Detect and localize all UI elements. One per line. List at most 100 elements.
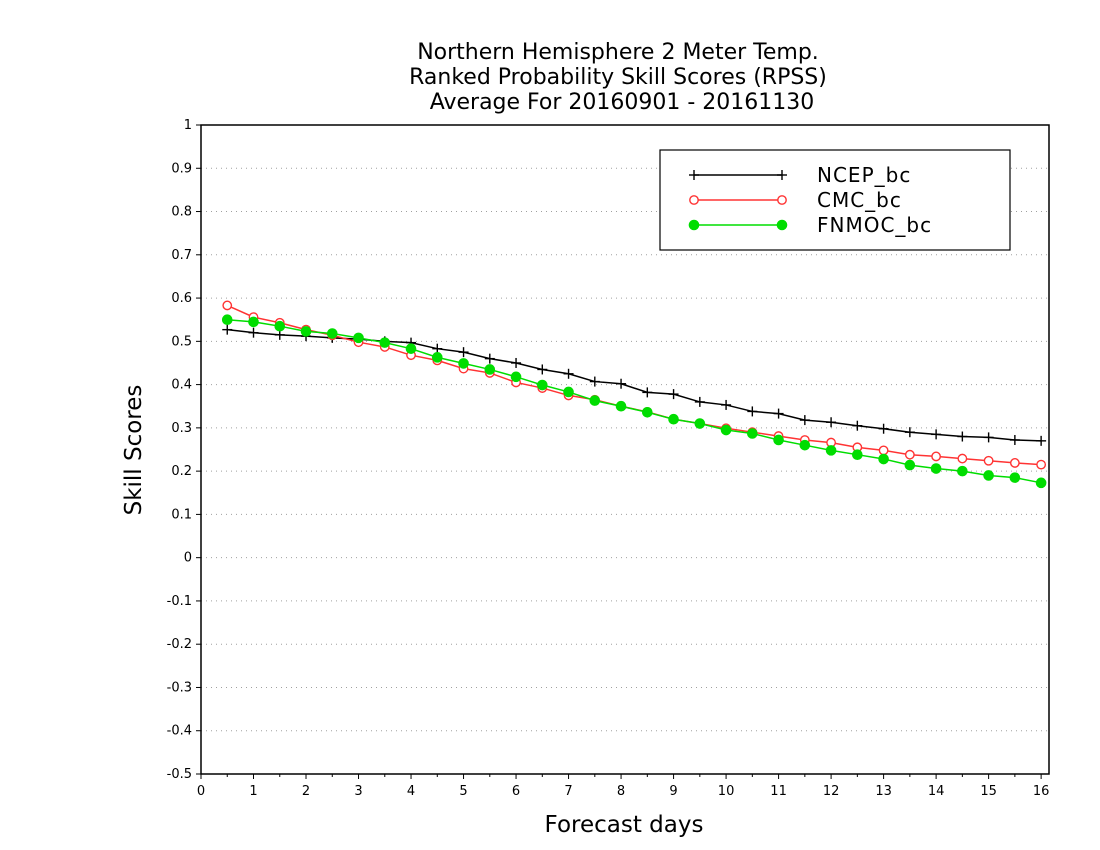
data-point-ncep-bc [484, 353, 495, 364]
legend-marker [776, 219, 788, 231]
data-point-ncep-bc [248, 327, 259, 338]
x-tick-label: 7 [564, 784, 572, 799]
y-tick-label: 0.9 [171, 161, 192, 176]
data-point-fnmoc-bc [799, 439, 811, 451]
data-point-cmc-bc [931, 451, 942, 462]
data-point-cmc-bc [1036, 459, 1047, 470]
legend-marker [777, 170, 787, 180]
data-point-ncep-bc [589, 376, 600, 387]
legend-label-fnmoc-bc: FNMOC_bc [817, 213, 932, 237]
data-point-ncep-bc [694, 396, 705, 407]
legend-box [659, 149, 1011, 251]
data-point-fnmoc-bc [484, 364, 496, 375]
y-tick-label: -0.4 [167, 724, 192, 739]
x-tick-label: 12 [823, 784, 840, 799]
data-point-fnmoc-bc [1009, 472, 1021, 483]
data-point-ncep-bc [747, 406, 758, 417]
legend-entry-fnmoc-bc: FNMOC_bc [688, 213, 932, 237]
y-tick-label: 0.8 [171, 205, 192, 220]
y-axis-ticks: 1 0.9 0.8 0.7 0.6 0.5 0.4 0.3 0.2 0.1 0 -0.1 -0.2 -0.… [167, 118, 201, 782]
y-tick-label: 0.2 [171, 464, 192, 479]
data-point-fnmoc-bc [537, 379, 548, 391]
data-point-fnmoc-bc [668, 413, 679, 425]
data-point-ncep-bc [957, 431, 968, 442]
data-point-fnmoc-bc [431, 352, 443, 363]
data-point-fnmoc-bc [274, 320, 286, 332]
data-point-fnmoc-bc [957, 465, 968, 477]
data-point-cmc-bc [957, 453, 968, 464]
series-ncep-bc [222, 324, 1047, 446]
data-point-cmc-bc [904, 449, 915, 460]
x-tick-label: 15 [980, 784, 997, 799]
x-tick-label: 13 [875, 784, 892, 799]
chart-title: Northern Hemisphere 2 Meter Temp. Ranked… [409, 40, 827, 115]
data-point-cmc-bc [983, 455, 994, 466]
data-point-fnmoc-bc [248, 316, 259, 328]
data-point-fnmoc-bc [458, 358, 469, 369]
data-point-cmc-bc [1009, 458, 1020, 468]
chart-title-line-3: Average For 20160901 - 20161130 [430, 90, 815, 115]
data-point-fnmoc-bc [983, 470, 994, 481]
y-tick-label: -0.1 [167, 594, 192, 609]
y-tick-label: 0.3 [171, 421, 192, 436]
data-point-ncep-bc [668, 389, 679, 400]
data-point-fnmoc-bc [510, 371, 522, 383]
data-point-ncep-bc [432, 343, 443, 354]
x-tick-label: 4 [407, 784, 415, 799]
data-point-ncep-bc [537, 364, 548, 375]
x-tick-label: 6 [512, 784, 520, 799]
data-point-fnmoc-bc [642, 406, 653, 418]
chart-title-line-2: Ranked Probability Skill Scores (RPSS) [409, 65, 827, 90]
legend-marker [689, 195, 699, 205]
data-point-fnmoc-bc [615, 400, 627, 412]
data-point-cmc-bc [878, 445, 889, 456]
data-point-fnmoc-bc [694, 418, 706, 429]
x-tick-label: 1 [249, 784, 257, 799]
x-tick-label: 11 [770, 784, 787, 799]
x-tick-label: 16 [1033, 784, 1050, 799]
data-point-fnmoc-bc [326, 328, 338, 339]
series-layer [221, 300, 1047, 489]
data-point-ncep-bc [773, 408, 784, 419]
y-tick-label: 0.7 [171, 248, 192, 263]
series-fnmoc-bc [221, 314, 1047, 489]
x-tick-label: 8 [617, 784, 625, 799]
legend-label-cmc-bc: CMC_bc [817, 188, 902, 212]
y-tick-label: 0.4 [171, 378, 192, 393]
data-point-fnmoc-bc [563, 386, 574, 398]
y-tick-label: 0.1 [171, 507, 192, 522]
legend-label-ncep-bc: NCEP_bc [817, 163, 911, 187]
data-point-fnmoc-bc [221, 314, 233, 326]
data-point-fnmoc-bc [1035, 477, 1047, 489]
x-axis-label: Forecast days [545, 812, 704, 838]
data-point-fnmoc-bc [379, 337, 391, 348]
data-point-ncep-bc [904, 427, 915, 438]
gridlines [201, 167, 1049, 732]
x-tick-label: 2 [302, 784, 310, 799]
data-point-ncep-bc [563, 368, 574, 379]
data-point-fnmoc-bc [747, 428, 758, 439]
y-axis-label: Skill Scores [121, 385, 147, 516]
data-point-ncep-bc [931, 429, 942, 440]
x-tick-label: 9 [669, 784, 677, 799]
data-point-fnmoc-bc [825, 445, 837, 456]
data-point-ncep-bc [642, 387, 653, 398]
data-point-fnmoc-bc [930, 463, 942, 474]
series-line-ncep-bc [227, 328, 1042, 442]
data-point-ncep-bc [511, 357, 522, 368]
data-point-fnmoc-bc [852, 449, 863, 460]
y-tick-label: -0.5 [167, 767, 192, 782]
data-point-ncep-bc [983, 432, 994, 443]
x-tick-label: 10 [718, 784, 735, 799]
data-point-ncep-bc [274, 329, 285, 340]
series-line-fnmoc-bc [227, 318, 1042, 484]
data-point-fnmoc-bc [300, 326, 312, 337]
data-point-fnmoc-bc [720, 424, 732, 436]
legend-marker [689, 170, 699, 180]
plot-frame [200, 124, 1050, 775]
legend-entry-ncep-bc: NCEP_bc [689, 163, 911, 187]
data-point-ncep-bc [721, 399, 732, 410]
data-point-ncep-bc [1036, 435, 1047, 446]
